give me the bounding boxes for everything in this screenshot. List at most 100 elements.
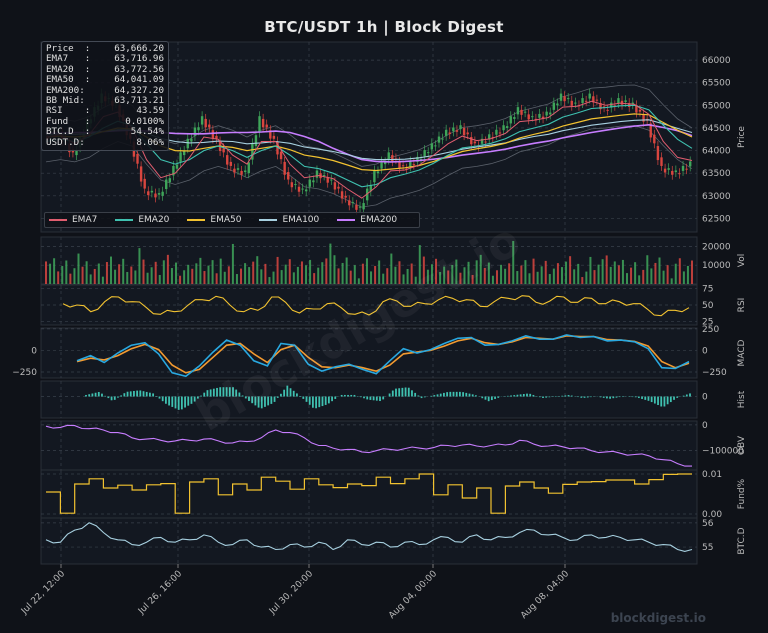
volume-bar — [240, 268, 243, 284]
volume-bar — [49, 263, 52, 284]
info-key: EMA50 : — [46, 74, 91, 86]
candle-body — [294, 184, 297, 186]
hist-bar — [481, 396, 484, 399]
volume-bar — [195, 263, 198, 284]
hist-bar — [641, 396, 643, 399]
candle-body — [326, 177, 329, 183]
volume-bar — [402, 274, 405, 284]
volume-bar — [666, 265, 669, 284]
candle-body — [351, 202, 355, 204]
hist-bar — [583, 396, 586, 398]
x-tick-label: Aug 08, 04:00 — [519, 569, 571, 621]
y-tick-label: 62500 — [702, 214, 731, 224]
volume-bar — [138, 248, 141, 284]
candle-body — [315, 170, 319, 178]
candle-body — [495, 129, 498, 135]
hist-bar — [254, 396, 257, 406]
hist-bar — [366, 396, 369, 400]
hist-bar — [296, 393, 298, 397]
hist-bar — [200, 395, 202, 397]
hist-bar — [465, 392, 468, 397]
info-key: BB Mid: — [46, 95, 85, 107]
volume-bar — [244, 263, 247, 284]
candle-body — [667, 168, 670, 170]
y-tick-label: 20000 — [702, 242, 731, 252]
hist-bar — [484, 396, 487, 400]
candle-body — [452, 127, 455, 132]
volume-bar — [601, 259, 604, 284]
candle-body — [559, 93, 563, 101]
candle-body — [412, 164, 416, 166]
hist-bar — [177, 396, 180, 410]
hist-bar — [637, 396, 640, 399]
volume-bar — [430, 264, 433, 284]
volume-bar — [69, 273, 72, 284]
volume-bar — [272, 271, 275, 284]
volume-bar — [691, 260, 693, 284]
legend-swatch — [115, 219, 134, 221]
candle-body — [154, 193, 157, 198]
candle-body — [182, 151, 186, 156]
volume-bar — [540, 266, 543, 284]
y-tick-label: 55 — [702, 543, 713, 553]
legend-swatch — [187, 219, 206, 221]
volume-bar — [634, 262, 637, 284]
hist-bar — [526, 393, 528, 397]
candle-body — [642, 114, 645, 122]
candle-body — [222, 148, 225, 153]
candle-body — [635, 105, 638, 113]
y-tick-label: 0 — [702, 421, 708, 431]
volume-bar — [211, 260, 214, 284]
hist-bar — [459, 391, 461, 397]
hist-bar — [171, 396, 174, 407]
candle-body — [531, 116, 534, 118]
candle-body — [362, 203, 365, 210]
volume-bar — [166, 254, 169, 284]
legend-label: EMA100 — [282, 215, 320, 225]
obv-line — [45, 424, 692, 467]
volume-bar — [183, 270, 186, 284]
hist-bar — [685, 394, 688, 397]
axis-label: Vol — [737, 254, 747, 267]
candle-body — [229, 161, 233, 166]
legend-entry: EMA100 — [259, 215, 319, 225]
volume-bar — [264, 263, 267, 284]
candle-body — [276, 141, 279, 155]
hist-bar — [168, 396, 170, 406]
hist-bar — [280, 393, 282, 397]
candle-body — [75, 149, 78, 156]
hist-bar — [129, 391, 132, 397]
volume-bar — [495, 270, 498, 284]
hist-bar — [663, 396, 666, 407]
y-tick-label: 64500 — [702, 124, 731, 134]
volume-bar — [682, 271, 685, 284]
candle-body — [398, 161, 401, 168]
volume-bar — [642, 269, 645, 284]
volume-bar — [422, 256, 425, 284]
candle-body — [333, 182, 337, 190]
hist-bar — [612, 396, 615, 399]
candle-body — [588, 93, 591, 99]
y-tick-label: −100000 — [702, 447, 744, 457]
candle-body — [150, 190, 154, 193]
volume-bar — [414, 276, 417, 284]
hist-bar — [228, 387, 231, 397]
info-row: USDT.D: 8.06% — [46, 137, 164, 148]
volume-bar — [333, 255, 336, 284]
volume-bar — [609, 266, 612, 284]
volume-bar — [203, 271, 206, 284]
hist-bar — [292, 390, 295, 397]
candle-body — [139, 166, 143, 182]
info-value: 64,327.20 — [114, 84, 164, 96]
volume-bar — [670, 278, 673, 284]
hist-bar — [244, 396, 247, 399]
candle-body — [502, 125, 505, 131]
hist-bar — [276, 396, 279, 398]
panel-frame — [40, 236, 698, 285]
volume-bar — [118, 264, 121, 284]
y-tick-label: 63000 — [702, 192, 731, 202]
info-row: EMA50 : 64,041.09 — [46, 74, 164, 86]
volume-bar — [532, 258, 535, 284]
hist-bar — [586, 396, 589, 398]
